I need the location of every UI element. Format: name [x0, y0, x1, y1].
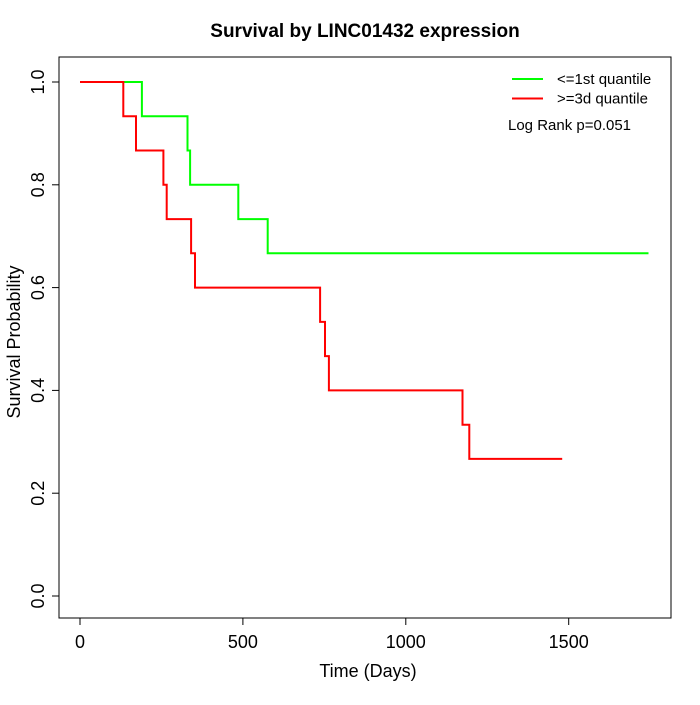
y-tick-label: 0.6: [28, 275, 48, 300]
y-tick-label: 0.2: [28, 481, 48, 506]
plot-box: [58, 56, 672, 619]
x-axis: 0 500 1000 1500: [75, 618, 589, 652]
y-axis: 0.0 0.2 0.4 0.6 0.8 1.0: [28, 69, 59, 609]
legend-label-green: <=1st quantile: [557, 71, 651, 88]
legend: <=1st quantile >=3d quantile Log Rank p=…: [508, 71, 651, 134]
x-tick-label: 1000: [386, 632, 426, 652]
survival-curve-red: [80, 81, 563, 460]
y-tick-label: 0.8: [28, 172, 48, 197]
y-tick-label: 1.0: [28, 69, 48, 94]
survival-curves: [80, 81, 649, 460]
x-axis-label: Time (Days): [319, 661, 416, 681]
x-tick-label: 1500: [549, 632, 589, 652]
log-rank-annotation: Log Rank p=0.051: [508, 117, 631, 134]
chart-title: Survival by LINC01432 expression: [210, 21, 519, 42]
y-tick-label: 0.4: [28, 378, 48, 403]
survival-curve-green: [80, 81, 649, 255]
x-tick-label: 0: [75, 632, 85, 652]
x-tick-label: 500: [228, 632, 258, 652]
y-tick-label: 0.0: [28, 583, 48, 608]
legend-label-red: >=3d quantile: [557, 91, 648, 108]
y-axis-label: Survival Probability: [4, 265, 24, 418]
